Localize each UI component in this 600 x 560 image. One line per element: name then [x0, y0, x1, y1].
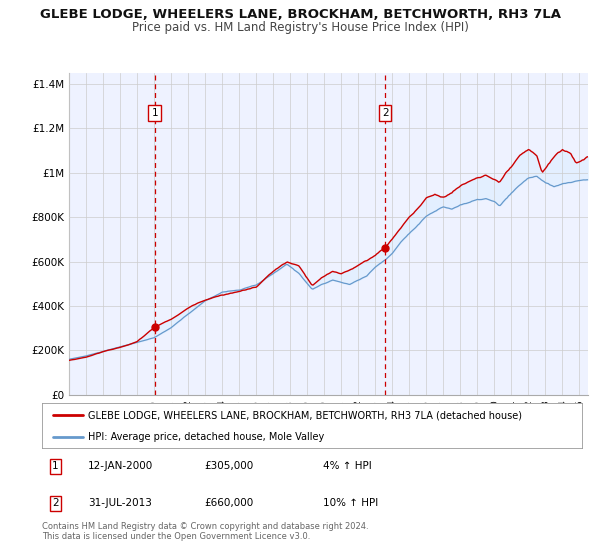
Text: Contains HM Land Registry data © Crown copyright and database right 2024.: Contains HM Land Registry data © Crown c… — [42, 522, 368, 531]
Text: 2: 2 — [52, 498, 59, 508]
Text: 10% ↑ HPI: 10% ↑ HPI — [323, 498, 378, 508]
Text: GLEBE LODGE, WHEELERS LANE, BROCKHAM, BETCHWORTH, RH3 7LA: GLEBE LODGE, WHEELERS LANE, BROCKHAM, BE… — [40, 8, 560, 21]
Text: 12-JAN-2000: 12-JAN-2000 — [88, 461, 153, 472]
Text: 4% ↑ HPI: 4% ↑ HPI — [323, 461, 371, 472]
Text: 31-JUL-2013: 31-JUL-2013 — [88, 498, 152, 508]
Text: 1: 1 — [52, 461, 59, 472]
Text: Price paid vs. HM Land Registry's House Price Index (HPI): Price paid vs. HM Land Registry's House … — [131, 21, 469, 34]
Text: HPI: Average price, detached house, Mole Valley: HPI: Average price, detached house, Mole… — [88, 432, 324, 442]
Text: 2: 2 — [382, 108, 388, 118]
Text: £305,000: £305,000 — [204, 461, 253, 472]
Text: £660,000: £660,000 — [204, 498, 253, 508]
Text: 1: 1 — [151, 108, 158, 118]
Text: GLEBE LODGE, WHEELERS LANE, BROCKHAM, BETCHWORTH, RH3 7LA (detached house): GLEBE LODGE, WHEELERS LANE, BROCKHAM, BE… — [88, 410, 522, 421]
Text: This data is licensed under the Open Government Licence v3.0.: This data is licensed under the Open Gov… — [42, 532, 310, 541]
